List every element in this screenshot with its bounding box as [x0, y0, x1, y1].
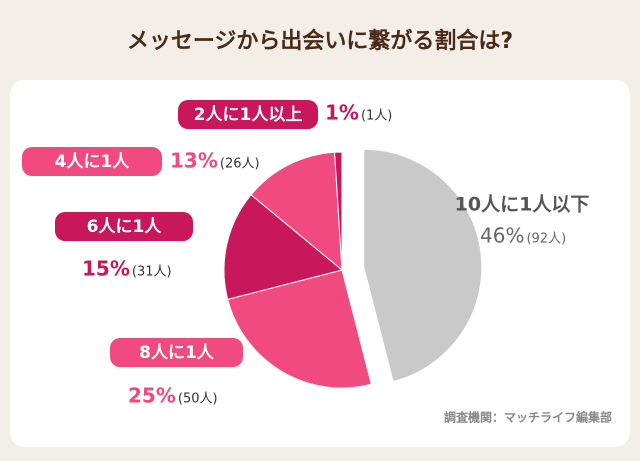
- category-label: 4人に1人: [55, 152, 131, 172]
- count-label: (50人): [178, 392, 218, 407]
- label-pill: [110, 338, 243, 367]
- category-label: 10人に1人以下: [455, 194, 590, 216]
- pie-slice: [227, 269, 372, 389]
- count-label: (26人): [220, 157, 260, 172]
- value-label: 15%: [82, 257, 130, 281]
- count-label: (1人): [361, 109, 392, 124]
- value-label: 46%: [480, 224, 524, 248]
- count-label: (31人): [132, 265, 172, 280]
- label-pill: [55, 212, 193, 241]
- category-label: 6人に1人: [87, 217, 163, 237]
- source: 調査機関：マッチライフ編集部: [444, 410, 612, 425]
- pie-slice: [334, 151, 343, 271]
- value-label: 13%: [170, 149, 218, 173]
- category-label: 8人に1人: [139, 343, 215, 363]
- category-label: 2人に1人以上: [194, 105, 303, 125]
- pie-slice: [250, 151, 343, 272]
- pie-slice: [363, 148, 483, 383]
- chart-title: メッセージから出会いに繋がる割合は?: [127, 28, 513, 54]
- label-pill: [22, 147, 162, 176]
- count-label: (92人): [526, 232, 566, 247]
- value-label: 1%: [325, 101, 359, 125]
- pie-slice: [223, 194, 344, 300]
- value-label: 25%: [128, 384, 176, 408]
- label-pill: [178, 100, 318, 129]
